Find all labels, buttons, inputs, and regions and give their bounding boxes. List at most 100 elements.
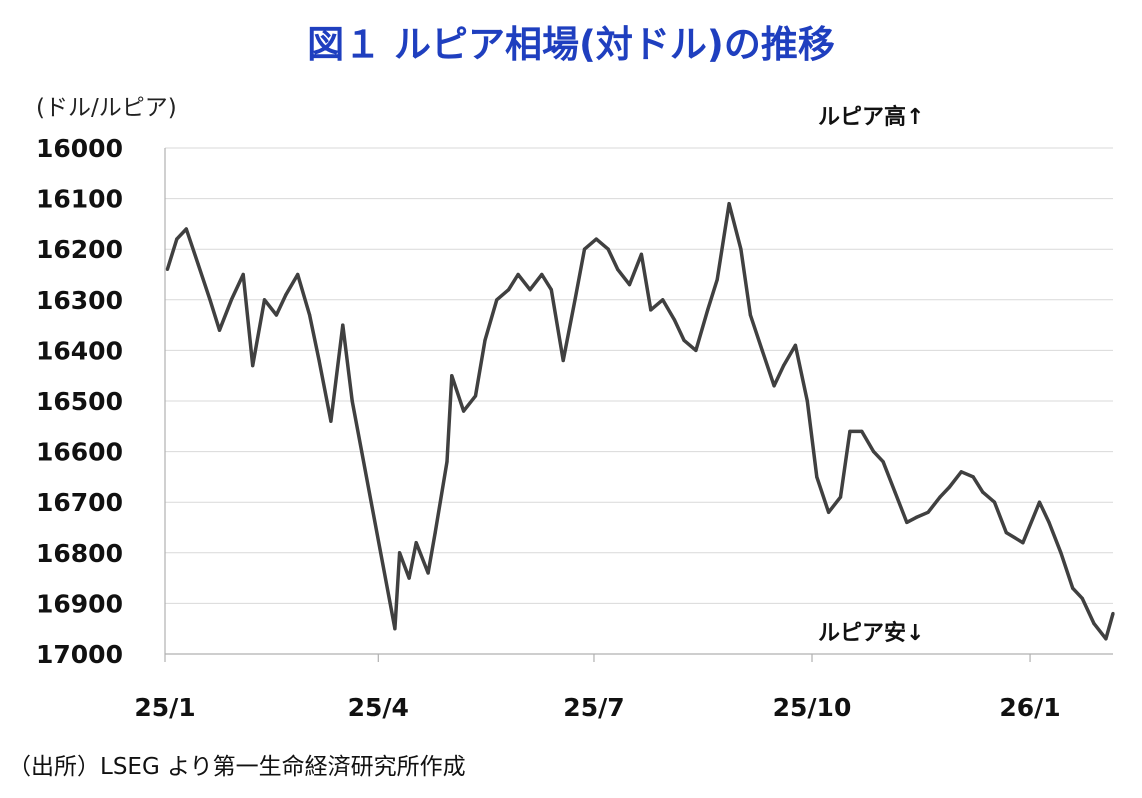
data-point: [208, 298, 212, 302]
data-point: [450, 374, 454, 378]
data-point: [739, 247, 743, 251]
data-point: [971, 475, 975, 479]
data-point: [760, 348, 764, 352]
data-point: [905, 520, 909, 525]
data-point: [175, 237, 179, 241]
data-point: [627, 283, 632, 287]
data-point: [251, 364, 255, 368]
x-tick-label: 25/1: [134, 693, 195, 722]
data-point: [462, 409, 466, 413]
data-point: [483, 338, 487, 342]
data-point: [317, 358, 321, 363]
data-point: [433, 531, 437, 535]
x-axis-ticks: 25/1 25/4 25/7 25/10 26/1: [134, 654, 1061, 722]
data-point: [715, 278, 719, 282]
chart-title: 図１ ルピア相場(対ドル)の推移: [307, 23, 835, 66]
data-point: [827, 510, 831, 514]
data-point: [805, 399, 809, 403]
data-point: [398, 551, 402, 555]
data-point: [308, 313, 312, 317]
data-point: [616, 267, 620, 271]
data-point: [815, 475, 819, 479]
data-point: [1104, 637, 1108, 641]
data-point: [1037, 500, 1042, 504]
data-point: [947, 485, 952, 489]
data-point: [1047, 520, 1051, 525]
y-tick-label: 16600: [36, 438, 123, 467]
data-point: [393, 627, 397, 631]
y-tick-label: 16800: [36, 539, 123, 568]
y-tick-label: 16000: [36, 134, 123, 163]
line-chart: 16000 16100 16200 16300 16400 16500 16600 16700…: [36, 104, 1115, 722]
data-point: [426, 571, 430, 575]
annotation-rupiah-strong: ルピア高↑: [818, 104, 924, 130]
data-point: [360, 450, 364, 454]
data-point: [341, 323, 345, 327]
data-point: [959, 470, 963, 474]
y-axis-ticks: 16000 16100 16200 16300 16400 16500 16600 16700…: [36, 134, 123, 669]
data-point: [893, 490, 897, 494]
source-note: （出所）LSEG より第一生命経済研究所作成: [8, 754, 466, 780]
data-point: [540, 272, 544, 277]
data-point: [573, 298, 577, 302]
data-point: [1021, 541, 1025, 545]
data-point: [445, 460, 449, 464]
data-point: [606, 247, 610, 251]
data-point: [706, 308, 710, 312]
y-tick-label: 17000: [36, 640, 123, 669]
data-point: [838, 495, 843, 499]
x-tick-label: 25/4: [348, 693, 409, 722]
data-point: [284, 293, 288, 297]
data-point: [682, 338, 686, 342]
data-point: [407, 576, 411, 580]
data-point: [672, 318, 677, 322]
data-point: [793, 343, 798, 347]
data-point: [992, 500, 997, 504]
data-point: [495, 298, 499, 302]
series-line-idr-usd: [165, 201, 1115, 641]
series-group: [165, 201, 1115, 641]
y-axis-unit-label: (ドル/ルピア): [36, 95, 177, 121]
data-point: [473, 394, 478, 398]
data-point: [881, 460, 885, 464]
data-point: [1059, 551, 1063, 555]
y-tick-label: 16400: [36, 336, 123, 365]
data-point: [241, 272, 245, 277]
data-point: [782, 364, 786, 368]
data-point: [1004, 531, 1008, 535]
y-tick-label: 16500: [36, 387, 123, 416]
data-point: [649, 308, 653, 312]
annotation-rupiah-weak: ルピア安↓: [818, 620, 924, 646]
data-point: [938, 495, 942, 499]
data-point: [594, 237, 598, 241]
data-point: [639, 252, 644, 256]
data-point: [872, 450, 876, 454]
data-point: [217, 328, 222, 332]
data-point: [274, 313, 278, 317]
data-point: [549, 288, 553, 292]
data-point: [926, 510, 930, 514]
x-tick-label: 25/10: [773, 693, 852, 722]
y-tick-label: 16100: [36, 185, 123, 214]
data-point: [528, 288, 532, 292]
y-tick-label: 16700: [36, 488, 123, 517]
data-point: [981, 490, 985, 494]
data-point: [772, 384, 776, 388]
data-point: [507, 288, 511, 292]
data-point: [1071, 586, 1075, 590]
data-point: [661, 298, 665, 302]
x-tick-label: 26/1: [999, 693, 1060, 722]
data-point: [561, 358, 565, 363]
data-point: [329, 419, 333, 423]
data-point: [914, 515, 918, 520]
data-point: [516, 272, 520, 277]
data-point: [196, 262, 200, 266]
y-tick-label: 16200: [36, 235, 123, 264]
data-point: [727, 202, 731, 206]
x-tick-label: 25/7: [563, 693, 624, 722]
data-point: [414, 541, 418, 545]
data-point: [848, 429, 852, 433]
data-point: [350, 399, 354, 403]
data-point: [1092, 622, 1096, 626]
gridlines: [164, 147, 1113, 655]
